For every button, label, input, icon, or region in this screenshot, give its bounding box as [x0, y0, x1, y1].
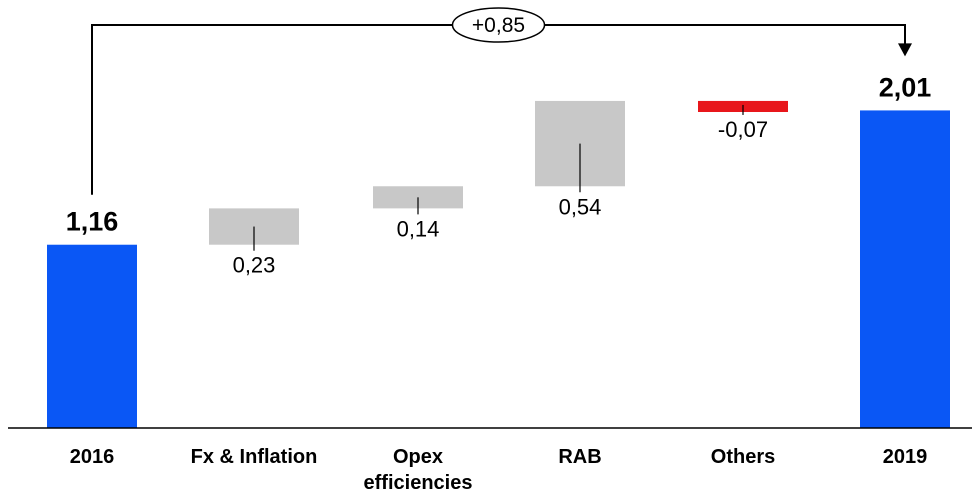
category-label-2-1: efficiencies: [364, 472, 473, 494]
category-label-0: 2016: [70, 446, 115, 468]
category-label-3: RAB: [558, 446, 601, 468]
category-label-1: Fx & Inflation: [191, 446, 318, 468]
bar-5: [860, 110, 950, 429]
bracket-change-label: +0,85: [472, 14, 525, 37]
data-label-5: 2,01: [879, 72, 932, 102]
category-label-2-0: Opex: [393, 446, 443, 468]
data-label-4: -0,07: [718, 117, 768, 142]
data-label-3: 0,54: [559, 194, 602, 219]
data-label-1: 0,23: [233, 253, 276, 278]
bar-2: [373, 186, 463, 209]
bar-0: [47, 244, 137, 428]
category-label-4: Others: [711, 446, 775, 468]
data-label-0: 1,16: [66, 207, 119, 237]
data-label-2: 0,14: [397, 216, 440, 241]
category-label-5: 2019: [883, 446, 928, 468]
bracket-arrow-head: [898, 43, 912, 57]
bracket-label-ellipse: [451, 7, 546, 43]
